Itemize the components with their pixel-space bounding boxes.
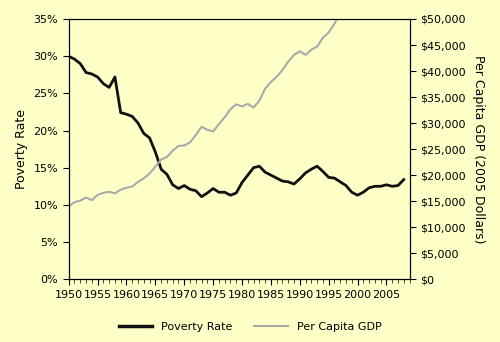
Poverty Rate <box>314 164 320 168</box>
Poverty Rate <box>245 173 251 177</box>
Poverty Rate <box>66 54 71 58</box>
Per Capita GDP <box>152 165 158 169</box>
Poverty Rate <box>100 82 106 86</box>
Y-axis label: Per Capita GDP (2005 Dollars): Per Capita GDP (2005 Dollars) <box>472 55 485 244</box>
Per Capita GDP <box>78 199 84 203</box>
Poverty Rate <box>78 62 84 66</box>
Poverty Rate <box>400 177 406 182</box>
Poverty Rate <box>118 110 124 115</box>
Legend: Poverty Rate, Per Capita GDP: Poverty Rate, Per Capita GDP <box>114 318 386 337</box>
Line: Poverty Rate: Poverty Rate <box>68 56 404 197</box>
Poverty Rate <box>152 150 158 154</box>
Per Capita GDP <box>100 191 106 195</box>
Line: Per Capita GDP: Per Capita GDP <box>68 0 404 206</box>
Per Capita GDP <box>308 48 314 52</box>
Y-axis label: Poverty Rate: Poverty Rate <box>15 109 28 189</box>
Per Capita GDP <box>239 104 245 108</box>
Per Capita GDP <box>118 188 124 192</box>
Poverty Rate <box>198 195 204 199</box>
Per Capita GDP <box>66 204 71 208</box>
